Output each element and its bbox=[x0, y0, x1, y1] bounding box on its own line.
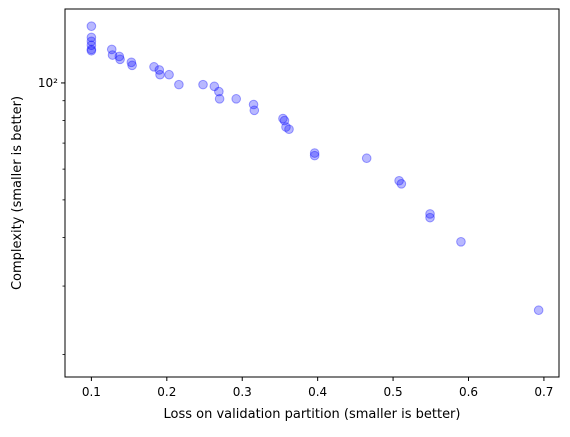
data-point bbox=[309, 148, 320, 158]
y-axis-label: Complexity (smaller is better) bbox=[10, 96, 25, 290]
data-point bbox=[456, 237, 466, 247]
data-point bbox=[425, 209, 435, 219]
axis-ticks: 0.1 0.2 0.3 0.4 0.5 0.6 0.7 10² bbox=[38, 76, 554, 399]
data-point bbox=[149, 62, 159, 72]
data-point bbox=[214, 94, 225, 104]
x-tick-label: 0.3 bbox=[233, 385, 252, 399]
data-point bbox=[394, 175, 404, 186]
x-axis-label: Loss on validation partition (smaller is… bbox=[164, 407, 461, 422]
y-tick-label: 10² bbox=[38, 76, 58, 90]
data-point bbox=[278, 113, 288, 124]
data-point bbox=[214, 86, 224, 97]
data-point bbox=[126, 57, 137, 68]
data-point bbox=[174, 79, 184, 90]
data-point bbox=[533, 305, 544, 316]
data-point bbox=[86, 36, 97, 47]
data-point bbox=[248, 99, 259, 110]
data-point bbox=[281, 122, 291, 132]
x-tick-label: 0.6 bbox=[459, 385, 478, 399]
data-point bbox=[114, 51, 125, 62]
data-point bbox=[106, 44, 117, 55]
data-point bbox=[154, 65, 165, 75]
data-point bbox=[396, 179, 407, 189]
data-point bbox=[309, 150, 320, 161]
data-point bbox=[155, 69, 165, 80]
plot-area bbox=[65, 9, 559, 377]
data-point bbox=[127, 60, 137, 71]
x-tick-label: 0.1 bbox=[82, 385, 101, 399]
x-tick-label: 0.7 bbox=[534, 385, 553, 399]
data-point bbox=[115, 54, 125, 65]
data-point bbox=[231, 94, 242, 104]
data-point bbox=[279, 115, 290, 126]
data-point bbox=[86, 32, 97, 43]
data-point bbox=[86, 44, 97, 55]
x-tick-label: 0.2 bbox=[157, 385, 176, 399]
data-point bbox=[361, 153, 372, 164]
data-point bbox=[86, 45, 97, 56]
data-point bbox=[284, 124, 294, 135]
data-point bbox=[425, 212, 435, 223]
data-point bbox=[249, 105, 260, 116]
data-point bbox=[198, 79, 208, 90]
data-point bbox=[107, 50, 118, 60]
x-tick-label: 0.4 bbox=[308, 385, 327, 399]
data-point bbox=[209, 81, 220, 92]
data-point bbox=[86, 21, 97, 31]
data-point bbox=[86, 40, 97, 51]
data-point bbox=[164, 69, 174, 80]
data-points bbox=[86, 21, 544, 316]
plot-frame bbox=[64, 8, 560, 378]
x-tick-label: 0.5 bbox=[384, 385, 403, 399]
